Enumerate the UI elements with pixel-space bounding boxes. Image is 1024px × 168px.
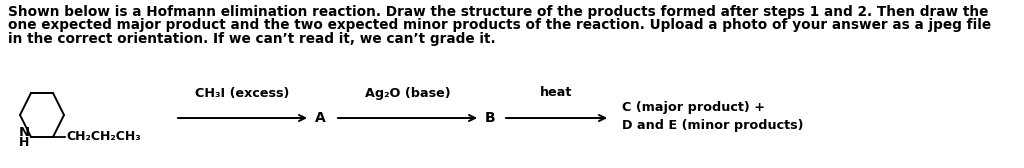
Text: Ag₂O (base): Ag₂O (base) bbox=[365, 87, 451, 99]
Text: N: N bbox=[18, 125, 30, 138]
Text: B: B bbox=[485, 111, 496, 125]
Text: heat: heat bbox=[541, 87, 572, 99]
Text: A: A bbox=[315, 111, 326, 125]
Text: CH₂CH₂CH₃: CH₂CH₂CH₃ bbox=[66, 131, 140, 143]
Text: in the correct orientation. If we can’t read it, we can’t grade it.: in the correct orientation. If we can’t … bbox=[8, 32, 496, 46]
Text: one expected major product and the two expected minor products of the reaction. : one expected major product and the two e… bbox=[8, 18, 991, 32]
Text: H: H bbox=[18, 136, 30, 150]
Text: Shown below is a Hofmann elimination reaction. Draw the structure of the product: Shown below is a Hofmann elimination rea… bbox=[8, 5, 988, 19]
Text: CH₃I (excess): CH₃I (excess) bbox=[196, 87, 290, 99]
Text: D and E (minor products): D and E (minor products) bbox=[622, 119, 804, 133]
Text: C (major product) +: C (major product) + bbox=[622, 101, 765, 115]
